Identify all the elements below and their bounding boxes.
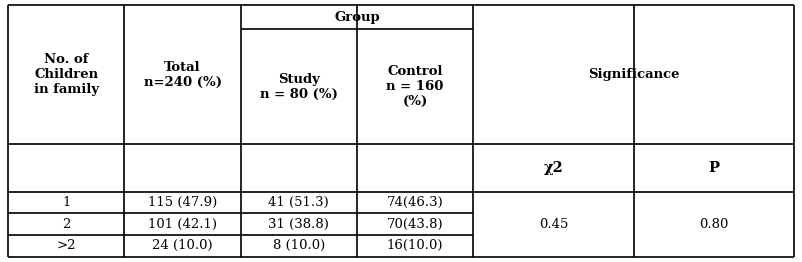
Text: χ2: χ2: [544, 161, 564, 175]
Text: 0.80: 0.80: [699, 217, 728, 231]
Text: 74(46.3): 74(46.3): [387, 196, 444, 209]
Text: Control
n = 160
(%): Control n = 160 (%): [387, 65, 444, 108]
Text: Group: Group: [334, 11, 380, 24]
Text: 70(43.8): 70(43.8): [387, 217, 444, 231]
Text: 8 (10.0): 8 (10.0): [273, 239, 325, 252]
Text: >2: >2: [56, 239, 76, 252]
Text: Total
n=240 (%): Total n=240 (%): [144, 61, 221, 89]
Text: 2: 2: [62, 217, 71, 231]
Text: 101 (42.1): 101 (42.1): [148, 217, 217, 231]
Text: 1: 1: [62, 196, 71, 209]
Text: 0.45: 0.45: [539, 217, 568, 231]
Text: 16(10.0): 16(10.0): [387, 239, 444, 252]
Text: 31 (38.8): 31 (38.8): [269, 217, 330, 231]
Text: Significance: Significance: [588, 68, 679, 81]
Text: No. of
Children
in family: No. of Children in family: [34, 53, 99, 96]
Text: 115 (47.9): 115 (47.9): [148, 196, 217, 209]
Text: 41 (51.3): 41 (51.3): [269, 196, 329, 209]
Text: P: P: [708, 161, 719, 175]
Text: Study
n = 80 (%): Study n = 80 (%): [260, 73, 338, 101]
Text: 24 (10.0): 24 (10.0): [152, 239, 213, 252]
